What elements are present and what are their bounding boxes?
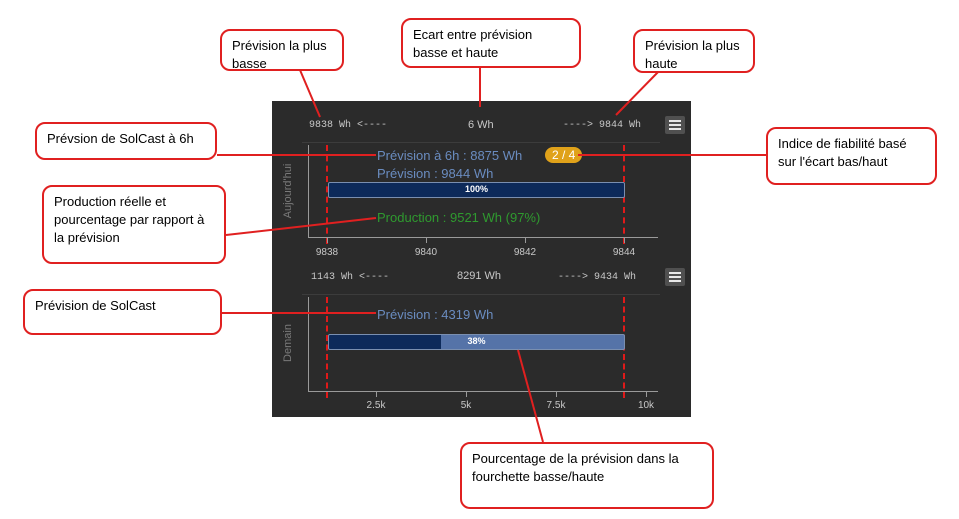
today-low-marker (326, 145, 328, 244)
today-spread-header: 6 Wh (468, 119, 494, 131)
today-progress-bar: 100% (328, 182, 625, 198)
callout-high: Prévision la plus haute (633, 29, 755, 73)
callout-solcast-6h: Prévsion de SolCast à 6h (35, 122, 217, 160)
tomorrow-tick-label: 7.5k (546, 400, 566, 411)
today-tick (624, 238, 625, 243)
callout-production: Production réelle et pourcentage par rap… (42, 185, 226, 264)
tomorrow-tick (466, 392, 467, 397)
tomorrow-progress-fill (329, 335, 442, 349)
tomorrow-high-header: ----> 9434 Wh (558, 272, 637, 283)
tomorrow-progress-bar: 38% (328, 334, 625, 350)
callout-percentage: Pourcentage de la prévision dans la four… (460, 442, 714, 509)
today-tick-label: 9840 (414, 247, 438, 258)
leader-percentage (517, 349, 544, 443)
today-y-axis (308, 145, 309, 237)
tomorrow-tick-label: 10k (637, 400, 655, 411)
today-high-header: ----> 9844 Wh (563, 120, 642, 131)
hamburger-menu-icon-bar (669, 280, 681, 282)
today-low-header: 9838 Wh <---- (309, 120, 388, 131)
today-forecast-6h: Prévision à 6h : 8875 Wh (377, 148, 523, 163)
today-tick-label: 9842 (513, 247, 537, 258)
today-production: Production : 9521 Wh (97%) (377, 210, 541, 225)
tomorrow-low-header: 1143 Wh <---- (311, 272, 390, 283)
today-progress-fill (329, 183, 624, 197)
leader-high (615, 69, 661, 116)
callout-spread: Ecart entre prévision basse et haute (401, 18, 581, 68)
tomorrow-separator (302, 294, 660, 295)
tomorrow-tick-label: 2.5k (366, 400, 386, 411)
today-x-axis (308, 237, 658, 238)
hamburger-menu-icon-bar (669, 128, 681, 130)
tomorrow-tick (376, 392, 377, 397)
tomorrow-tick-label: 5k (460, 400, 472, 411)
tomorrow-progress-label: 38% (467, 336, 486, 346)
tomorrow-y-axis (308, 297, 309, 391)
today-tick (327, 238, 328, 243)
hamburger-menu-icon-bar (669, 124, 681, 126)
tomorrow-tick (556, 392, 557, 397)
tomorrow-x-axis (308, 391, 658, 392)
solcast-widget: 9838 Wh <---- 6 Wh ----> 9844 Wh Aujourd… (272, 101, 691, 417)
callout-solcast: Prévision de SolCast (23, 289, 222, 335)
leader-production (225, 217, 377, 236)
today-tick (525, 238, 526, 243)
reliability-badge: 2 / 4 (545, 147, 583, 163)
callout-reliability: Indice de fiabilité basé sur l'écart bas… (766, 127, 937, 185)
tomorrow-forecast: Prévision : 4319 Wh (377, 307, 494, 322)
today-tick-label: 9844 (612, 247, 636, 258)
today-progress-label: 100% (464, 184, 489, 194)
hamburger-menu-icon-bar (669, 276, 681, 278)
today-separator (302, 142, 660, 143)
tomorrow-menu-button[interactable] (665, 268, 685, 286)
today-forecast: Prévision : 9844 Wh (377, 166, 494, 181)
hamburger-menu-icon (669, 120, 681, 122)
today-menu-button[interactable] (665, 116, 685, 134)
today-tick (426, 238, 427, 243)
tomorrow-low-marker (326, 297, 328, 398)
today-tick-label: 9838 (315, 247, 339, 258)
tomorrow-tick (646, 392, 647, 397)
leader-low (299, 69, 321, 118)
callout-low: Prévision la plus basse (220, 29, 344, 71)
hamburger-menu-icon (669, 272, 681, 274)
tomorrow-spread-header: 8291 Wh (457, 270, 502, 282)
